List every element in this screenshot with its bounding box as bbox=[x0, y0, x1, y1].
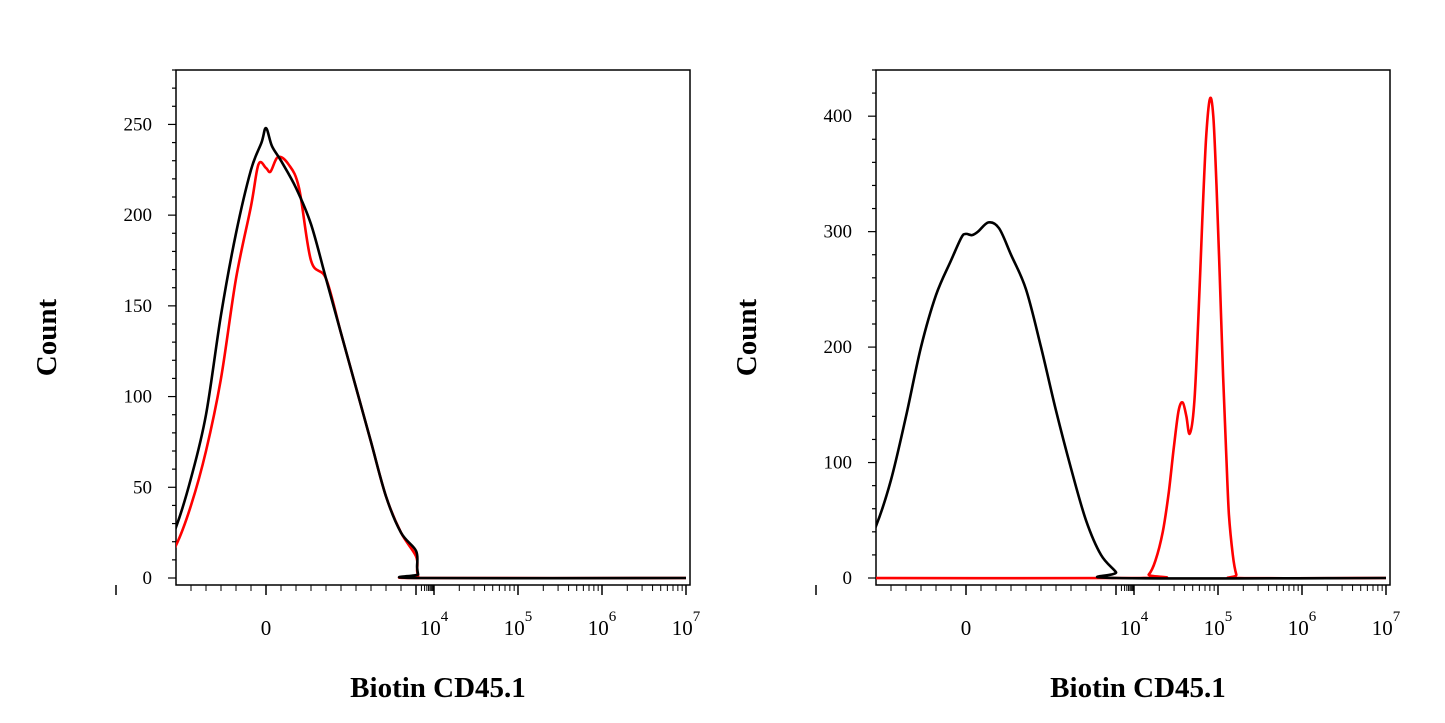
x-axis-title: Biotin CD45.1 bbox=[350, 672, 526, 704]
y-tick-label: 0 bbox=[843, 568, 853, 589]
x-tick-label: 104 bbox=[1120, 609, 1149, 640]
y-tick-label: 50 bbox=[133, 477, 152, 498]
y-tick-label: 300 bbox=[824, 222, 853, 243]
histogram-red-trace bbox=[876, 96, 1387, 580]
y-axis-title: Count bbox=[31, 298, 63, 376]
histogram-panel-1: 0 50 100 150 200 250 0 104 105 106 107 Biotin CD45.… bbox=[31, 69, 701, 704]
histogram-red-trace bbox=[176, 155, 687, 580]
histogram-black-trace bbox=[876, 220, 1387, 580]
x-tick-label: 107 bbox=[672, 609, 701, 640]
histogram-panel-2: 0 100 200 300 400 0 104 105 106 107 Biotin CD45.1 C… bbox=[731, 69, 1401, 704]
plot-frame bbox=[175, 69, 691, 586]
histogram-black-trace bbox=[176, 126, 687, 580]
x-tick-label: 106 bbox=[588, 609, 617, 640]
x-tick-label: 0 bbox=[261, 616, 272, 640]
y-tick-label: 400 bbox=[824, 106, 853, 127]
x-tick-label: 105 bbox=[504, 609, 533, 640]
y-tick-label: 0 bbox=[143, 568, 153, 589]
x-axis-title: Biotin CD45.1 bbox=[1050, 672, 1226, 704]
y-tick-label: 200 bbox=[124, 205, 153, 226]
x-tick-label: 106 bbox=[1288, 609, 1317, 640]
y-tick-label: 200 bbox=[824, 337, 853, 358]
y-tick-label: 250 bbox=[124, 114, 153, 135]
x-tick-label: 104 bbox=[420, 609, 449, 640]
y-tick-label: 150 bbox=[124, 296, 153, 317]
y-tick-label: 100 bbox=[824, 453, 853, 474]
x-tick-label: 107 bbox=[1372, 609, 1401, 640]
x-tick-label: 0 bbox=[961, 616, 972, 640]
y-axis-title: Count bbox=[731, 298, 763, 376]
plot-frame bbox=[875, 69, 1391, 586]
y-tick-label: 100 bbox=[124, 387, 153, 408]
x-tick-label: 105 bbox=[1204, 609, 1233, 640]
